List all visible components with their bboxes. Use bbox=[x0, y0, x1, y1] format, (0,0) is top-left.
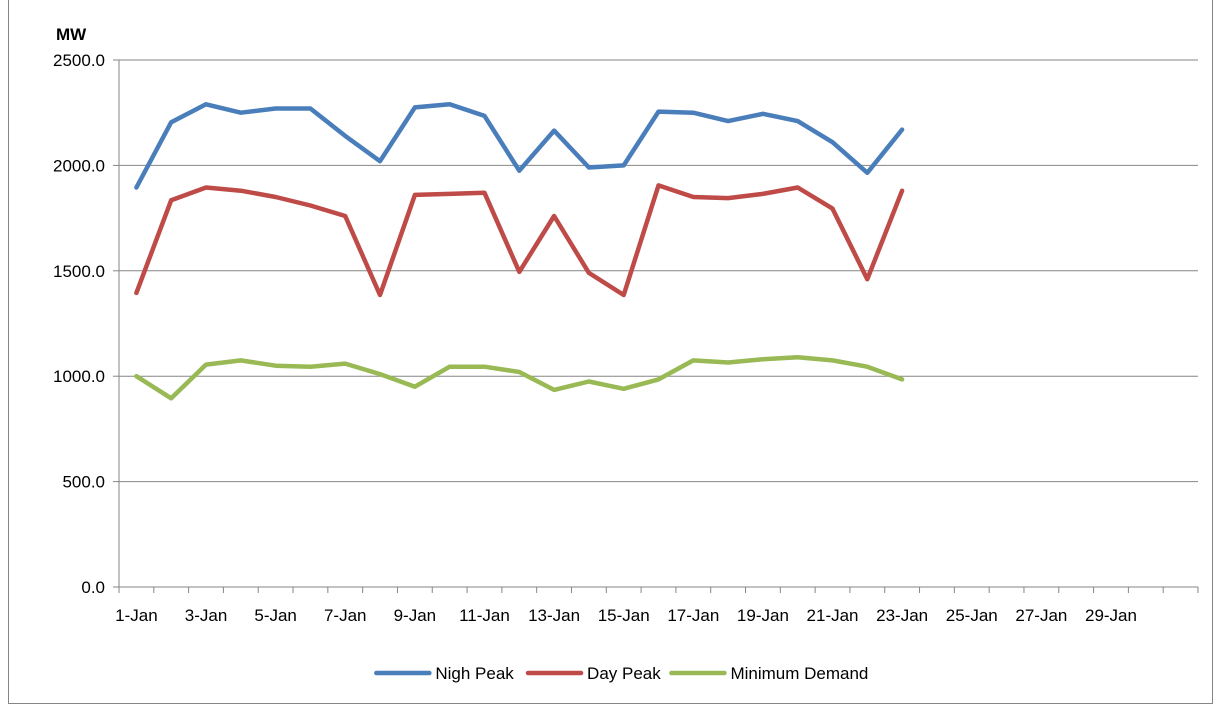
series-line-day-peak bbox=[134, 183, 905, 298]
x-tick-label: 7-Jan bbox=[324, 606, 367, 625]
legend: Nigh Peak Day Peak Minimum Demand bbox=[374, 664, 868, 683]
x-tick-label: 13-Jan bbox=[528, 606, 580, 625]
legend-item-nigh-peak: Nigh Peak bbox=[374, 664, 514, 683]
x-tick-label: 25-Jan bbox=[946, 606, 998, 625]
legend-item-minimum-demand: Minimum Demand bbox=[669, 664, 868, 683]
y-axis-unit-label: MW bbox=[56, 25, 87, 44]
line-chart: MW 0.0 500.0 1000.0 1500.0 2000.0 2500.0 1-Ja… bbox=[53, 25, 1199, 683]
x-tick-label: 5-Jan bbox=[254, 606, 297, 625]
y-tick-label: 0.0 bbox=[81, 578, 105, 597]
x-tick-label: 21-Jan bbox=[807, 606, 859, 625]
x-tick-label: 27-Jan bbox=[1015, 606, 1067, 625]
legend-label: Day Peak bbox=[587, 664, 661, 683]
y-axis-tick-labels: 0.0 500.0 1000.0 1500.0 2000.0 2500.0 bbox=[53, 51, 105, 597]
y-tick-label: 500.0 bbox=[62, 473, 105, 492]
legend-label: Minimum Demand bbox=[730, 664, 868, 683]
chart-frame: MW 0.0 500.0 1000.0 1500.0 2000.0 2500.0 1-Ja… bbox=[8, 0, 1213, 704]
y-tick-label: 2500.0 bbox=[53, 51, 105, 70]
series-line-nigh-peak bbox=[134, 102, 905, 190]
x-tick-label: 23-Jan bbox=[876, 606, 928, 625]
legend-label: Nigh Peak bbox=[435, 664, 514, 683]
x-tick-label: 9-Jan bbox=[394, 606, 437, 625]
x-tick-label: 11-Jan bbox=[459, 606, 510, 625]
x-axis-tick-labels: 1-Jan 3-Jan 5-Jan 7-Jan 9-Jan 11-Jan 13-Jan 15-… bbox=[115, 606, 1137, 625]
y-tick-label: 2000.0 bbox=[53, 156, 105, 175]
series-lines bbox=[134, 102, 905, 401]
x-tick-label: 29-Jan bbox=[1085, 606, 1137, 625]
x-tick-label: 17-Jan bbox=[667, 606, 719, 625]
legend-item-day-peak: Day Peak bbox=[525, 664, 661, 683]
axes bbox=[113, 59, 1199, 593]
gridlines bbox=[119, 59, 1198, 483]
y-tick-label: 1000.0 bbox=[53, 367, 105, 386]
x-tick-label: 15-Jan bbox=[598, 606, 650, 625]
x-tick-label: 1-Jan bbox=[115, 606, 158, 625]
y-tick-label: 1500.0 bbox=[53, 262, 105, 281]
x-tick-label: 19-Jan bbox=[737, 606, 789, 625]
x-tick-label: 3-Jan bbox=[185, 606, 228, 625]
series-line-minimum-demand bbox=[134, 354, 905, 401]
